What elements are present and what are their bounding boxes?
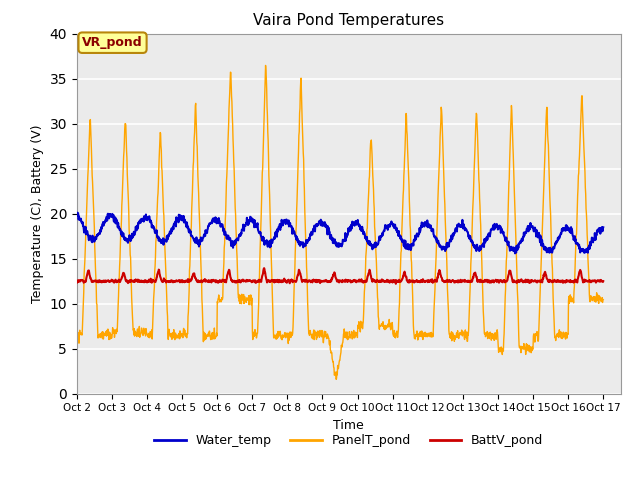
Text: VR_pond: VR_pond — [82, 36, 143, 49]
Title: Vaira Pond Temperatures: Vaira Pond Temperatures — [253, 13, 444, 28]
Y-axis label: Temperature (C), Battery (V): Temperature (C), Battery (V) — [31, 124, 44, 303]
Legend: Water_temp, PanelT_pond, BattV_pond: Water_temp, PanelT_pond, BattV_pond — [149, 429, 548, 452]
X-axis label: Time: Time — [333, 419, 364, 432]
